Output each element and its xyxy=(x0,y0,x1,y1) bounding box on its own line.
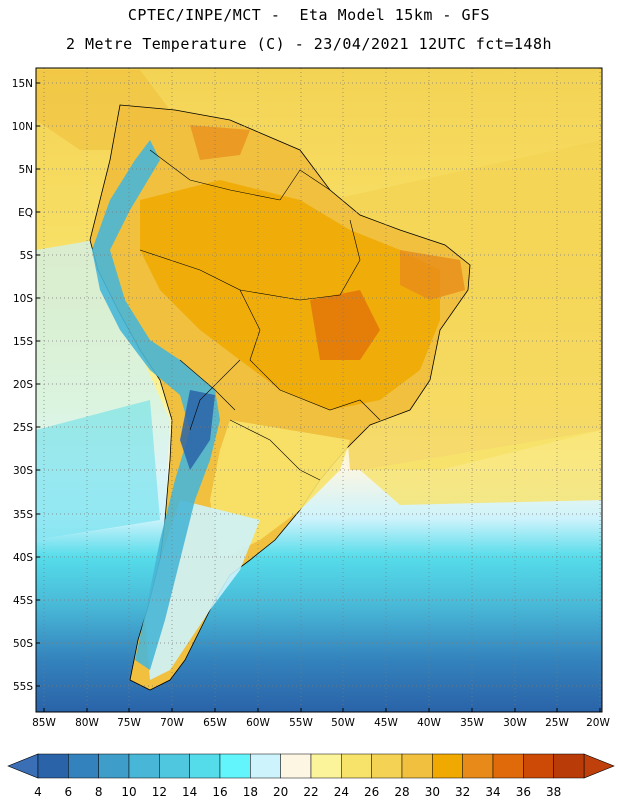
colorbar: 4 6 8 10 12 14 16 18 20 22 24 26 28 30 32 34 36 38 xyxy=(7,753,615,799)
colorbar-box xyxy=(523,753,554,779)
lon-ticks xyxy=(43,708,601,712)
colorbar-box xyxy=(189,753,221,779)
colorbar-label: 22 xyxy=(303,785,318,799)
colorbar-box xyxy=(492,753,524,779)
title-line-1: CPTEC/INPE/MCT - Eta Model 15km - GFS xyxy=(127,6,491,24)
lon-label: 45W xyxy=(374,717,398,729)
lat-label: 10N xyxy=(12,121,33,133)
lat-label: 10S xyxy=(13,293,33,305)
lon-label: 65W xyxy=(203,717,227,729)
colorbar-low-arrow xyxy=(7,753,39,779)
colorbar-box xyxy=(341,753,372,779)
lat-label: 20S xyxy=(13,379,33,391)
lon-label: 80W xyxy=(75,717,99,729)
lat-label: 45S xyxy=(13,595,33,607)
lon-labels: 85W 80W 75W 70W 65W 60W 55W 50W 45W 40W … xyxy=(32,717,610,729)
map-plot-area xyxy=(36,68,602,712)
colorbar-label: 8 xyxy=(95,785,103,799)
lon-label: 60W xyxy=(246,717,270,729)
colorbar-box xyxy=(159,753,190,779)
country-borders xyxy=(139,149,381,481)
lon-label: 40W xyxy=(417,717,441,729)
lon-label: 85W xyxy=(32,717,56,729)
lat-label: 50S xyxy=(13,638,33,650)
colorbar-label: 34 xyxy=(485,785,500,799)
colorbar-label: 38 xyxy=(546,785,561,799)
lat-label: 25S xyxy=(13,422,33,434)
colorbar-box xyxy=(432,753,463,779)
colorbar-label: 4 xyxy=(34,785,42,799)
lon-label: 75W xyxy=(117,717,141,729)
colorbar-label: 10 xyxy=(121,785,136,799)
colorbar-box xyxy=(219,753,251,779)
lon-label: 35W xyxy=(460,717,484,729)
lat-label: EQ xyxy=(18,207,33,219)
colorbar-label: 12 xyxy=(152,785,167,799)
lat-label: 30S xyxy=(13,465,33,477)
graticule xyxy=(36,68,602,712)
colorbar-label: 6 xyxy=(65,785,73,799)
lat-label: 35S xyxy=(13,509,33,521)
colorbar-box xyxy=(280,753,312,779)
lat-label: 5S xyxy=(20,250,34,262)
colorbar-label: 14 xyxy=(182,785,197,799)
lon-label: 25W xyxy=(545,717,569,729)
colorbar-box xyxy=(250,753,281,779)
colorbar-box xyxy=(98,753,130,779)
colorbar-box xyxy=(37,753,69,779)
colorbar-label: 32 xyxy=(455,785,470,799)
colorbar-label: 26 xyxy=(364,785,379,799)
colorbar-box xyxy=(371,753,403,779)
colorbar-label: 18 xyxy=(243,785,258,799)
lon-label: 20W xyxy=(586,717,610,729)
lat-label: 55S xyxy=(13,681,33,693)
colorbar-box xyxy=(68,753,99,779)
lat-ticks xyxy=(36,82,40,687)
colorbar-label: 20 xyxy=(273,785,288,799)
colorbar-high-arrow xyxy=(583,753,615,779)
lon-label: 30W xyxy=(503,717,527,729)
lat-label: 40S xyxy=(13,552,33,564)
title-line-2: 2 Metre Temperature (C) - 23/04/2021 12U… xyxy=(65,35,553,53)
hot-spot-northeast xyxy=(400,250,465,300)
high-andes-coldest xyxy=(180,390,215,470)
colorbar-box xyxy=(553,753,585,779)
hot-spot-venezuela xyxy=(190,125,250,160)
hot-spot-mato-grosso xyxy=(310,290,380,360)
atlantic-mild-band xyxy=(360,430,602,505)
colorbar-label: 24 xyxy=(334,785,349,799)
colorbar-label: 16 xyxy=(212,785,227,799)
plot-frame xyxy=(35,67,603,713)
lat-label: 15N xyxy=(12,78,33,90)
colorbar-label: 30 xyxy=(425,785,440,799)
colorbar-box xyxy=(401,753,433,779)
lat-labels: 15N 10N 5N EQ 5S 10S 15S 20S 25S 30S 35S… xyxy=(12,78,34,693)
colorbar-box xyxy=(128,753,160,779)
colorbar-label: 36 xyxy=(516,785,531,799)
lat-label: 15S xyxy=(13,336,33,348)
lat-label: 5N xyxy=(18,164,33,176)
colorbar-box xyxy=(462,753,494,779)
lon-label: 55W xyxy=(289,717,313,729)
colorbar-labels: 4 6 8 10 12 14 16 18 20 22 24 26 28 30 32 34 36 38 xyxy=(34,785,561,799)
colorbar-box xyxy=(310,753,342,779)
colorbar-label: 28 xyxy=(394,785,409,799)
lon-label: 50W xyxy=(331,717,355,729)
colorbar-boxes xyxy=(37,753,585,779)
lon-label: 70W xyxy=(160,717,184,729)
